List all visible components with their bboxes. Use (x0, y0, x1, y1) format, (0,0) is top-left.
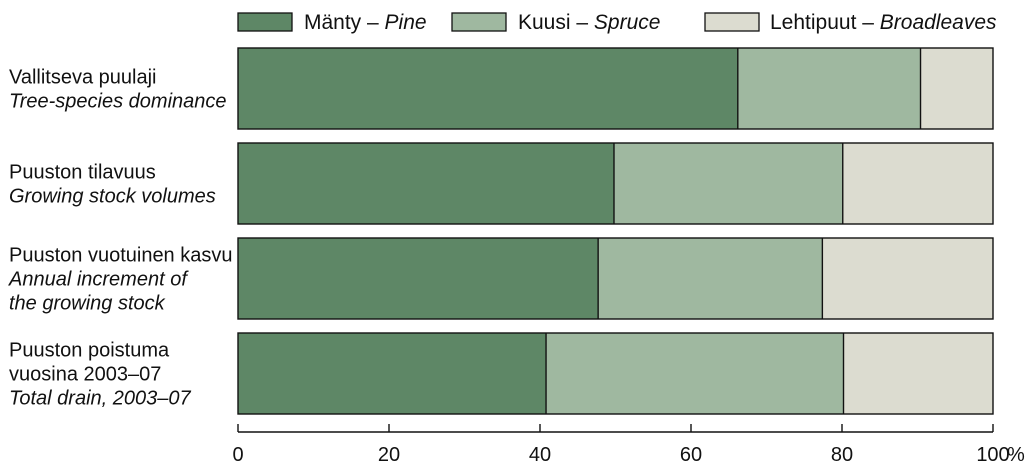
category-label-3-line-3: the growing stock (9, 293, 166, 315)
bar-segment-2-2 (613, 143, 843, 224)
bar-segment-3-3 (822, 238, 993, 319)
x-tick-label-2: 20 (378, 444, 400, 466)
bar-segment-4-1 (238, 333, 547, 414)
x-tick-label-1: 0 (232, 444, 243, 466)
bar-segment-1-2 (737, 48, 921, 129)
bar-outline-3 (237, 237, 994, 320)
legend-label-en-3: Broadleaves (880, 11, 997, 34)
x-tick-label-3: 40 (529, 444, 551, 466)
legend-label-fi-2: Kuusi – (518, 11, 594, 34)
category-label-3-line-1: Puuston vuotuinen kasvu (9, 245, 233, 267)
legend-label-en-1: Pine (385, 11, 427, 34)
x-tick-label-5: 80 (831, 444, 853, 466)
legend-label-1: Mänty – Pine (304, 11, 427, 34)
x-tick-label-6: 100 (976, 444, 1009, 466)
category-label-1-line-2: Tree-species dominance (9, 91, 227, 113)
legend-swatch-1 (237, 12, 293, 32)
bar-segment-1-3 (920, 48, 993, 129)
legend-label-fi-1: Mänty – (304, 11, 385, 34)
x-axis-unit-label: % (1007, 444, 1025, 466)
legend-swatch-3 (704, 12, 760, 32)
legend-swatch-2 (451, 12, 507, 32)
category-label-3-line-2: Annual increment of (8, 269, 189, 291)
bar-outline-4 (237, 332, 994, 415)
bar-segment-1-1 (238, 48, 738, 129)
category-label-4-line-1: Puuston poistuma (9, 340, 170, 362)
x-axis: 0 20 40 60 80 100% (232, 424, 1025, 466)
category-label-2-line-1: Puuston tilavuus (9, 162, 156, 184)
legend-label-fi-3: Lehtipuut – (770, 11, 880, 34)
legend-label-en-2: Spruce (594, 11, 661, 34)
legend: Mänty – Pine Kuusi – Spruce Lehtipuut – Br… (237, 11, 997, 34)
bar-segment-4-3 (843, 333, 993, 414)
bar-segment-3-2 (598, 238, 823, 319)
category-label-4-line-2: vuosina 2003–07 (9, 364, 161, 386)
bar-segment-3-1 (238, 238, 599, 319)
bar-outline-1 (237, 47, 994, 130)
x-tick-label-4: 60 (680, 444, 702, 466)
category-label-2-line-2: Growing stock volumes (9, 186, 216, 208)
bars (237, 47, 994, 415)
category-label-4-line-3: Total drain, 2003–07 (9, 388, 192, 410)
bar-outline-2 (237, 142, 994, 225)
bar-segment-4-2 (546, 333, 844, 414)
legend-label-2: Kuusi – Spruce (518, 11, 660, 34)
bar-segment-2-1 (238, 143, 614, 224)
bar-segment-2-3 (842, 143, 993, 224)
legend-label-3: Lehtipuut – Broadleaves (770, 11, 997, 34)
category-label-1-line-1: Vallitseva puulaji (9, 67, 157, 89)
